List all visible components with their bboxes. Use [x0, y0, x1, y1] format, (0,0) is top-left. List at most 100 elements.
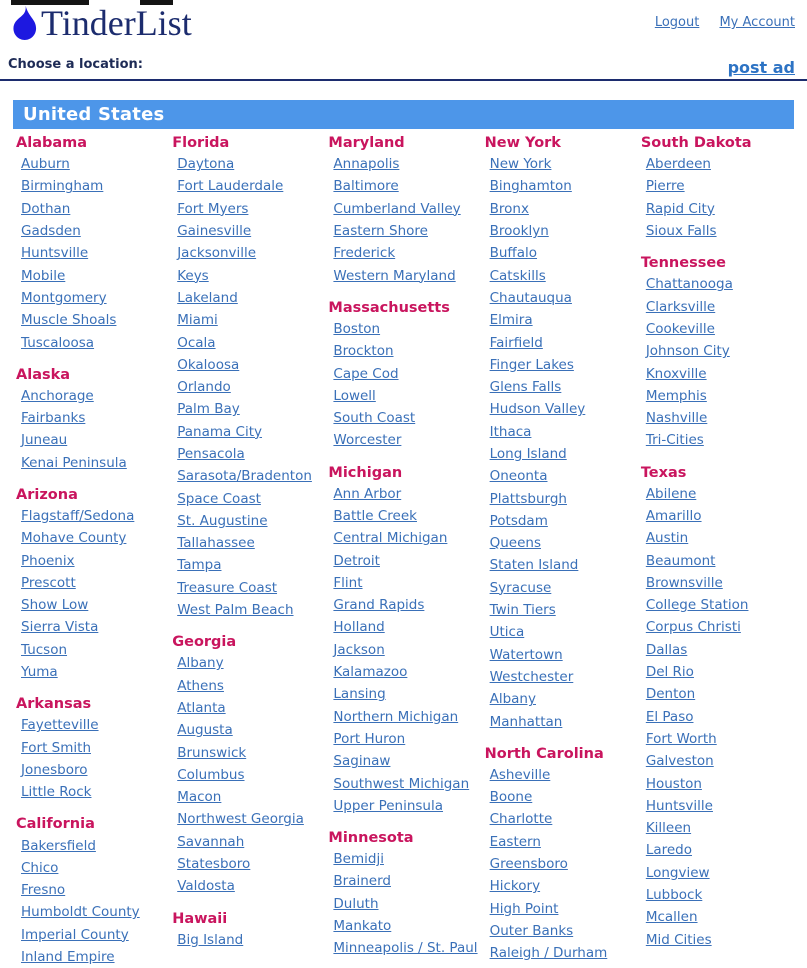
city-link[interactable]: Flint [333, 574, 363, 591]
city-link[interactable]: Bronx [489, 200, 529, 217]
city-link[interactable]: Savannah [177, 833, 245, 850]
city-link[interactable]: Sierra Vista [21, 619, 99, 636]
city-link[interactable]: Syracuse [489, 579, 552, 596]
city-link[interactable]: Tucson [21, 641, 68, 658]
city-link[interactable]: Denton [645, 686, 696, 703]
city-link[interactable]: Fayetteville [21, 717, 99, 734]
city-link[interactable]: Auburn [21, 156, 70, 173]
city-link[interactable]: Catskills [489, 267, 546, 284]
city-link[interactable]: New York [489, 156, 552, 173]
city-link[interactable]: Glens Falls [489, 379, 562, 396]
city-link[interactable]: Longview [645, 864, 710, 881]
city-link[interactable]: Houston [645, 775, 702, 792]
city-link[interactable]: Battle Creek [333, 508, 417, 524]
city-link[interactable]: Boone [489, 789, 533, 806]
city-link[interactable]: Austin [645, 530, 689, 547]
city-link[interactable]: Brownsville [645, 574, 723, 591]
city-link[interactable]: Grand Rapids [333, 597, 425, 614]
city-link[interactable]: Knoxville [645, 365, 707, 382]
city-link[interactable]: Binghamton [489, 178, 572, 195]
city-link[interactable]: Dothan [21, 200, 71, 217]
city-link[interactable]: Brockton [333, 343, 394, 360]
city-link[interactable]: Baltimore [333, 178, 399, 195]
city-link[interactable]: Ithaca [489, 423, 532, 440]
city-link[interactable]: Inland Empire [21, 949, 115, 966]
city-link[interactable]: Juneau [21, 432, 68, 449]
city-link[interactable]: Utica [489, 624, 525, 641]
city-link[interactable]: Pierre [645, 178, 685, 195]
city-link[interactable]: Watertown [489, 646, 563, 663]
city-link[interactable]: Mobile [21, 267, 66, 284]
city-link[interactable]: Aberdeen [645, 156, 711, 173]
city-link[interactable]: Raleigh / Durham [489, 945, 608, 962]
city-link[interactable]: Tampa [177, 557, 222, 574]
city-link[interactable]: Pensacola [177, 446, 245, 462]
city-link[interactable]: Southwest Michigan [333, 775, 470, 792]
city-link[interactable]: Corpus Christi [645, 619, 741, 636]
city-link[interactable]: High Point [489, 900, 559, 917]
city-link[interactable]: Fresno [21, 882, 66, 899]
city-link[interactable]: Memphis [645, 387, 707, 404]
city-link[interactable]: El Paso [645, 708, 694, 725]
city-link[interactable]: Duluth [333, 895, 379, 912]
city-link[interactable]: Imperial County [21, 926, 129, 943]
city-link[interactable]: Dallas [645, 641, 688, 658]
city-link[interactable]: Muscle Shoals [21, 312, 117, 329]
city-link[interactable]: Potsdam [489, 512, 548, 529]
city-link[interactable]: Tri-Cities [645, 432, 704, 449]
city-link[interactable]: Gainesville [177, 223, 252, 240]
city-link[interactable]: Ocala [177, 334, 216, 351]
city-link[interactable]: Palm Bay [177, 401, 240, 418]
city-link[interactable]: Little Rock [21, 784, 92, 801]
city-link[interactable]: Manhattan [489, 713, 563, 730]
city-link[interactable]: Okaloosa [177, 356, 240, 373]
city-link[interactable]: Athens [177, 677, 224, 694]
city-link[interactable]: Atlanta [177, 699, 226, 716]
city-link[interactable]: Brainerd [333, 873, 391, 890]
city-link[interactable]: Albany [489, 691, 536, 708]
city-link[interactable]: Treasure Coast [177, 579, 278, 596]
city-link[interactable]: Mohave County [21, 530, 127, 547]
city-link[interactable]: Panama City [177, 423, 263, 440]
city-link[interactable]: Cumberland Valley [333, 200, 461, 217]
city-link[interactable]: Sioux Falls [645, 223, 717, 240]
city-link[interactable]: Lubbock [645, 887, 703, 904]
city-link[interactable]: Huntsville [21, 245, 89, 262]
city-link[interactable]: Oneonta [489, 468, 548, 485]
city-link[interactable]: Gadsden [21, 223, 81, 240]
city-link[interactable]: Sarasota/Bradenton [177, 468, 312, 485]
city-link[interactable]: Big Island [177, 931, 244, 948]
city-link[interactable]: Detroit [333, 552, 380, 569]
city-link[interactable]: Yuma [21, 664, 58, 681]
city-link[interactable]: Western Maryland [333, 267, 456, 284]
city-link[interactable]: Chautauqua [489, 289, 572, 306]
city-link[interactable]: Chattanooga [645, 276, 733, 293]
city-link[interactable]: Outer Banks [489, 922, 574, 939]
city-link[interactable]: Saginaw [333, 753, 391, 770]
city-link[interactable]: Hickory [489, 878, 541, 895]
city-link[interactable]: Cape Cod [333, 365, 399, 382]
city-link[interactable]: Statesboro [177, 856, 251, 873]
city-link[interactable]: Asheville [489, 766, 551, 783]
city-link[interactable]: Montgomery [21, 289, 107, 306]
city-link[interactable]: Plattsburgh [489, 490, 567, 507]
city-link[interactable]: Ann Arbor [333, 485, 402, 502]
city-link[interactable]: Northern Michigan [333, 708, 459, 725]
city-link[interactable]: Abilene [645, 485, 697, 502]
post-ad-link[interactable]: post ad [727, 58, 795, 77]
city-link[interactable]: South Coast [333, 410, 416, 427]
city-link[interactable]: Amarillo [645, 508, 702, 524]
city-link[interactable]: Albany [177, 655, 224, 672]
city-link[interactable]: Birmingham [21, 178, 104, 195]
city-link[interactable]: Augusta [177, 722, 233, 739]
city-link[interactable]: Bakersfield [21, 837, 96, 854]
city-link[interactable]: Northwest Georgia [177, 811, 304, 828]
city-link[interactable]: Staten Island [489, 557, 579, 574]
city-link[interactable]: Macon [177, 789, 222, 806]
city-link[interactable]: Fort Lauderdale [177, 178, 284, 195]
city-link[interactable]: Elmira [489, 312, 533, 329]
city-link[interactable]: Rapid City [645, 200, 715, 217]
city-link[interactable]: Bemidji [333, 851, 384, 868]
city-link[interactable]: Minneapolis / St. Paul [333, 940, 478, 957]
city-link[interactable]: Flagstaff/Sedona [21, 508, 135, 524]
